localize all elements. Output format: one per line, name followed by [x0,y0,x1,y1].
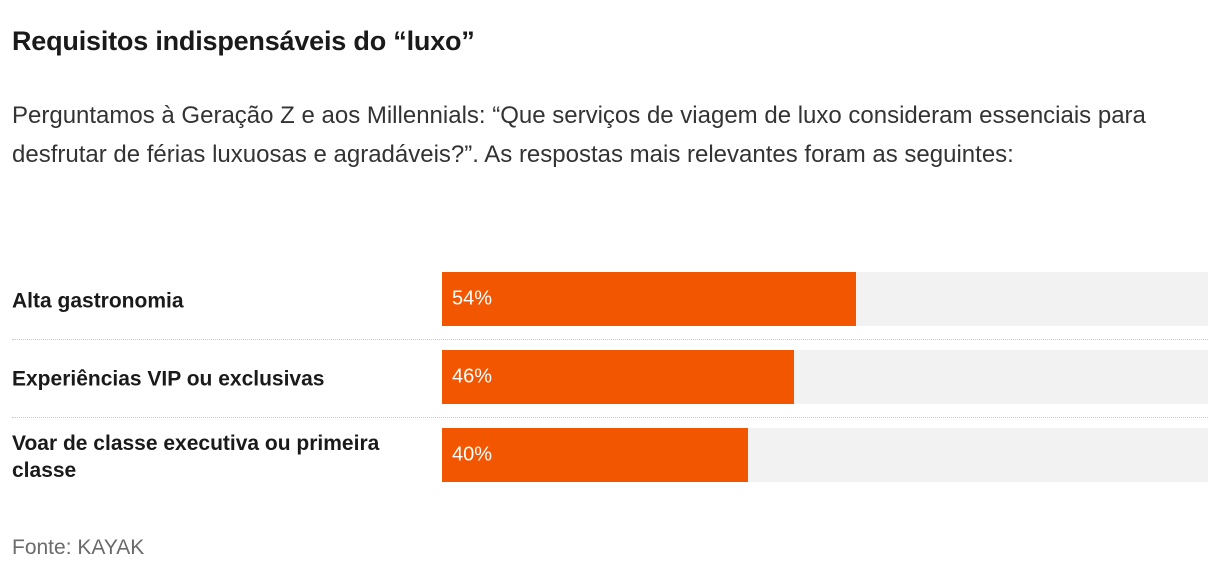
bar-value-label: 54% [452,287,493,310]
chart-row: Alta gastronomia 54% [12,262,1208,339]
source-note: Fonte: KAYAK [12,536,145,559]
chart-row: Experiências VIP ou exclusivas 46% [12,339,1208,417]
bar-track: 40% [442,428,1208,482]
chart-title: Requisitos indispensáveis do “luxo” [12,26,475,56]
bar: 46% [442,350,795,404]
chart-row: Voar de classe executiva ou primeira cla… [12,417,1208,495]
category-label: Experiências VIP ou exclusivas [12,367,325,390]
category-label: Alta gastronomia [12,289,184,312]
bar: 40% [442,428,749,482]
bar-value-label: 46% [452,365,493,388]
bar-track: 54% [442,272,1208,326]
bar: 54% [442,272,856,326]
bar-chart: Alta gastronomia 54% Experiências VIP ou e… [12,262,1208,495]
bar-value-label: 40% [452,443,493,466]
bar-track: 46% [442,350,1208,404]
category-label: Voar de classe executiva ou primeira cla… [12,431,380,482]
chart-subtitle: Perguntamos à Geração Z e aos Millennial… [12,102,1146,168]
